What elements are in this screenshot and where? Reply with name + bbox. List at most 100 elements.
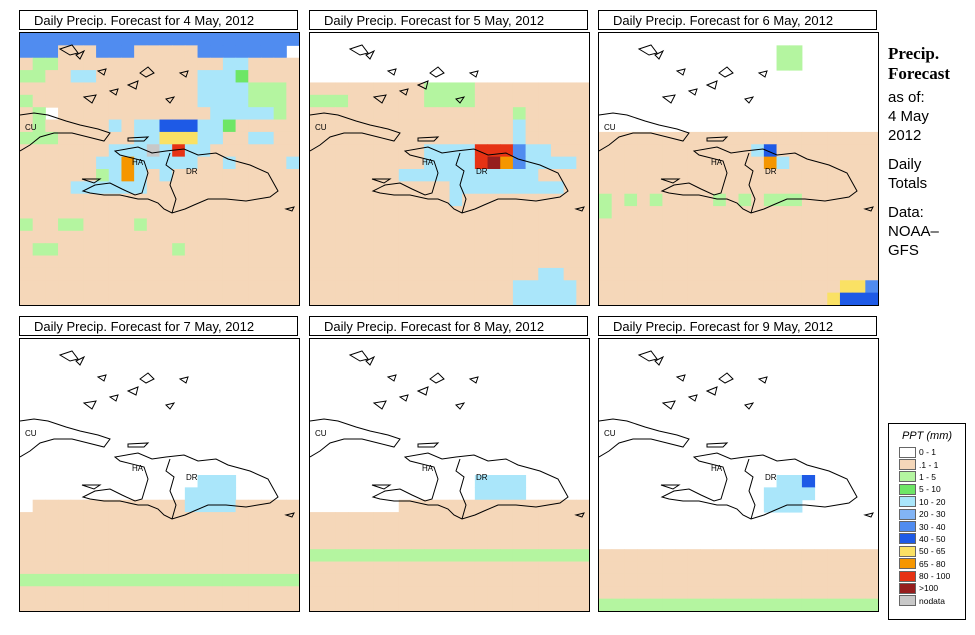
precip-cell — [512, 487, 527, 501]
precip-cell — [789, 475, 803, 488]
precip-cell — [184, 33, 199, 46]
precip-cell — [322, 561, 336, 575]
precip-cell — [32, 156, 46, 170]
precip-cell — [134, 193, 148, 207]
precip-cell — [45, 536, 59, 550]
precip-cell — [814, 561, 828, 575]
legend-swatch — [899, 582, 916, 594]
precip-cell — [512, 280, 527, 294]
precip-cell — [134, 119, 148, 133]
precip-cell — [865, 280, 878, 294]
coastline — [165, 152, 177, 214]
precip-cell — [197, 169, 211, 182]
precip-cell — [424, 536, 438, 550]
precip-cell — [776, 280, 790, 294]
precip-cell — [839, 598, 854, 611]
precip-cell — [462, 94, 476, 108]
precip-cell — [827, 206, 841, 219]
coastline — [705, 80, 718, 90]
precip-cell — [525, 131, 539, 145]
precip-cell — [725, 598, 739, 611]
precip-cell — [738, 255, 752, 269]
precip-cell — [260, 57, 275, 71]
precip-cell — [776, 598, 790, 611]
precip-cell — [172, 230, 186, 244]
precip-cell — [360, 181, 374, 195]
precip-cell — [146, 57, 160, 71]
precip-cell — [386, 107, 400, 121]
precip-cell — [70, 598, 84, 611]
precip-cell — [865, 598, 878, 611]
precip-cell — [108, 107, 122, 121]
legend-label: 30 - 40 — [919, 521, 946, 532]
precip-cell — [814, 549, 828, 563]
precip-cell — [814, 280, 828, 294]
precip-cell — [865, 292, 878, 305]
precip-cell — [210, 70, 224, 83]
precip-cell — [789, 586, 803, 600]
precip-cell — [386, 131, 400, 145]
precip-cell — [538, 230, 552, 244]
precip-cell — [649, 181, 663, 195]
precip-cell — [310, 82, 324, 96]
precip-cell — [751, 243, 765, 257]
precip-cell — [322, 230, 336, 244]
coastline — [675, 68, 686, 76]
precip-cell — [172, 573, 186, 587]
precip-cell — [210, 169, 224, 182]
precip-cell — [134, 218, 148, 232]
precip-cell — [839, 243, 854, 257]
precip-cell — [286, 70, 299, 83]
precip-cell — [801, 230, 816, 244]
precip-cell — [738, 181, 752, 195]
precip-cell — [235, 561, 249, 575]
precip-cell — [197, 94, 211, 108]
precip-cell — [260, 524, 275, 538]
coastline — [417, 442, 440, 448]
precip-cell — [373, 561, 387, 575]
precip-cell — [398, 230, 412, 244]
precip-cell — [184, 255, 199, 269]
precip-cell — [487, 536, 501, 550]
precip-cell — [487, 131, 501, 145]
precip-cell — [248, 181, 262, 195]
precip-cell — [83, 218, 97, 232]
precip-cell — [260, 561, 275, 575]
precip-cell — [172, 169, 186, 182]
precip-cell — [738, 230, 752, 244]
precip-cell — [411, 280, 425, 294]
precip-cell — [525, 573, 539, 587]
precip-cell — [725, 586, 739, 600]
precip-cell — [462, 156, 476, 170]
precip-cell — [424, 218, 438, 232]
precip-cell — [436, 131, 450, 145]
precip-cell — [687, 292, 701, 305]
precip-cell — [713, 292, 727, 305]
precip-cell — [776, 156, 790, 170]
precip-cell — [83, 156, 97, 170]
precip-cell — [751, 218, 765, 232]
precip-cell — [134, 255, 148, 269]
precip-cell — [538, 206, 552, 219]
precip-cell — [134, 82, 148, 96]
precip-cell — [121, 292, 135, 305]
precip-cell — [248, 131, 262, 145]
precip-cell — [32, 45, 46, 59]
precip-cell — [159, 156, 173, 170]
precip-cell — [713, 573, 727, 587]
precip-cell — [32, 586, 46, 600]
precip-cell — [424, 107, 438, 121]
precip-cell — [20, 131, 34, 145]
legend-swatch — [899, 545, 916, 557]
precip-cell — [83, 586, 97, 600]
precip-cell — [322, 218, 336, 232]
precip-cell — [725, 218, 739, 232]
precip-cell — [487, 119, 501, 133]
forecast-panel-may-7: Daily Precip. Forecast for 7 May, 2012 C… — [19, 316, 300, 612]
precip-cell — [146, 267, 160, 281]
precip-cell — [814, 267, 828, 281]
precip-cell — [248, 499, 262, 513]
precip-cell — [108, 193, 122, 207]
precip-cell — [449, 586, 463, 600]
precip-cell — [512, 156, 527, 170]
